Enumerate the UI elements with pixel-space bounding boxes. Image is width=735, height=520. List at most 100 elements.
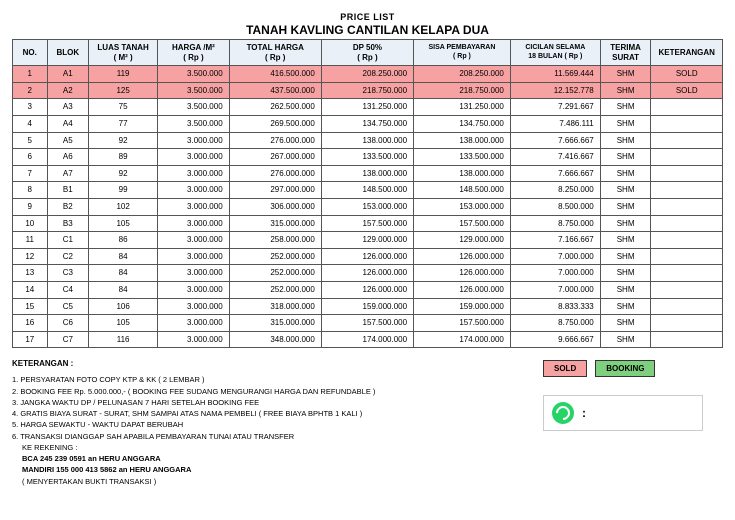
cell-no: 5 [13,132,48,149]
th-terima: TERIMASURAT [600,40,651,66]
cell-harga: 3.000.000 [158,281,229,298]
cell-no: 3 [13,99,48,116]
note-item: 3. JANGKA WAKTU DP / PELUNASAN 7 HARI SE… [12,397,533,408]
cell-blok: A1 [47,66,88,83]
cell-harga: 3.000.000 [158,248,229,265]
cell-dp: 129.000.000 [321,232,413,249]
th-ket: KETERANGAN [651,40,723,66]
cell-dp: 157.500.000 [321,315,413,332]
cell-luas: 105 [89,215,158,232]
cell-cicilan: 8.750.000 [510,315,600,332]
bank-bca: BCA 245 239 0591 an HERU ANGGARA [12,453,533,464]
cell-luas: 119 [89,66,158,83]
note-item: 6. TRANSAKSI DIANGGAP SAH APABILA PEMBAY… [12,431,533,442]
cell-sisa: 126.000.000 [414,281,511,298]
cell-ket [651,298,723,315]
cell-no: 13 [13,265,48,282]
cell-blok: C5 [47,298,88,315]
cell-total: 262.500.000 [229,99,321,116]
cell-harga: 3.000.000 [158,215,229,232]
cell-sisa: 133.500.000 [414,149,511,166]
cell-sisa: 218.750.000 [414,82,511,99]
note-item: 1. PERSYARATAN FOTO COPY KTP & KK ( 2 LE… [12,374,533,385]
cell-luas: 92 [89,132,158,149]
cell-terima: SHM [600,132,651,149]
note-item: 4. GRATIS BIAYA SURAT - SURAT, SHM SAMPA… [12,408,533,419]
cell-dp: 126.000.000 [321,281,413,298]
cell-cicilan: 8.833.333 [510,298,600,315]
cell-sisa: 126.000.000 [414,248,511,265]
rekening-label: KE REKENING : [12,442,533,453]
cell-sisa: 138.000.000 [414,132,511,149]
cell-no: 2 [13,82,48,99]
table-row: 6A6893.000.000267.000.000133.500.000133.… [13,149,723,166]
table-row: 5A5923.000.000276.000.000138.000.000138.… [13,132,723,149]
cell-harga: 3.000.000 [158,298,229,315]
cell-cicilan: 11.569.444 [510,66,600,83]
cell-total: 348.000.000 [229,331,321,348]
cell-luas: 84 [89,281,158,298]
legend-booking: BOOKING [595,360,655,377]
table-body: 1A11193.500.000416.500.000208.250.000208… [13,66,723,348]
cell-no: 17 [13,331,48,348]
cell-total: 252.000.000 [229,265,321,282]
cell-blok: C6 [47,315,88,332]
cell-harga: 3.000.000 [158,165,229,182]
table-row: 11C1863.000.000258.000.000129.000.000129… [13,232,723,249]
cell-ket [651,265,723,282]
cell-luas: 86 [89,232,158,249]
cell-ket [651,331,723,348]
cell-ket [651,182,723,199]
cell-luas: 89 [89,149,158,166]
cell-terima: SHM [600,331,651,348]
cell-terima: SHM [600,315,651,332]
cell-cicilan: 8.500.000 [510,198,600,215]
cell-total: 252.000.000 [229,248,321,265]
cell-dp: 148.500.000 [321,182,413,199]
cell-harga: 3.000.000 [158,232,229,249]
cell-terima: SHM [600,182,651,199]
cell-ket [651,115,723,132]
th-no: NO. [13,40,48,66]
cell-cicilan: 7.666.667 [510,165,600,182]
cell-cicilan: 12.152.778 [510,82,600,99]
cell-terima: SHM [600,248,651,265]
cell-harga: 3.500.000 [158,82,229,99]
bank-mandiri: MANDIRI 155 000 413 5862 an HERU ANGGARA [12,464,533,475]
cell-total: 315.000.000 [229,215,321,232]
table-row: 12C2843.000.000252.000.000126.000.000126… [13,248,723,265]
cell-total: 306.000.000 [229,198,321,215]
cell-blok: C2 [47,248,88,265]
note-item: 5. HARGA SEWAKTU - WAKTU DAPAT BERUBAH [12,419,533,430]
cell-no: 1 [13,66,48,83]
table-row: 15C51063.000.000318.000.000159.000.00015… [13,298,723,315]
cell-terima: SHM [600,115,651,132]
cell-harga: 3.000.000 [158,149,229,166]
cell-harga: 3.000.000 [158,132,229,149]
th-luas: LUAS TANAH( M² ) [89,40,158,66]
cell-sisa: 157.500.000 [414,315,511,332]
cell-total: 267.000.000 [229,149,321,166]
cell-ket [651,215,723,232]
cell-blok: C7 [47,331,88,348]
cell-dp: 134.750.000 [321,115,413,132]
cell-sisa: 138.000.000 [414,165,511,182]
cell-blok: B3 [47,215,88,232]
cell-terima: SHM [600,232,651,249]
cell-ket [651,132,723,149]
cell-luas: 75 [89,99,158,116]
cell-sisa: 126.000.000 [414,265,511,282]
cell-luas: 116 [89,331,158,348]
cell-blok: A5 [47,132,88,149]
cell-no: 4 [13,115,48,132]
cell-total: 258.000.000 [229,232,321,249]
cell-cicilan: 7.666.667 [510,132,600,149]
cell-blok: B2 [47,198,88,215]
title-pricelist: PRICE LIST [12,12,723,22]
cell-total: 297.000.000 [229,182,321,199]
cell-total: 276.000.000 [229,132,321,149]
cell-ket [651,232,723,249]
cell-blok: C3 [47,265,88,282]
cell-total: 252.000.000 [229,281,321,298]
cell-sisa: 131.250.000 [414,99,511,116]
